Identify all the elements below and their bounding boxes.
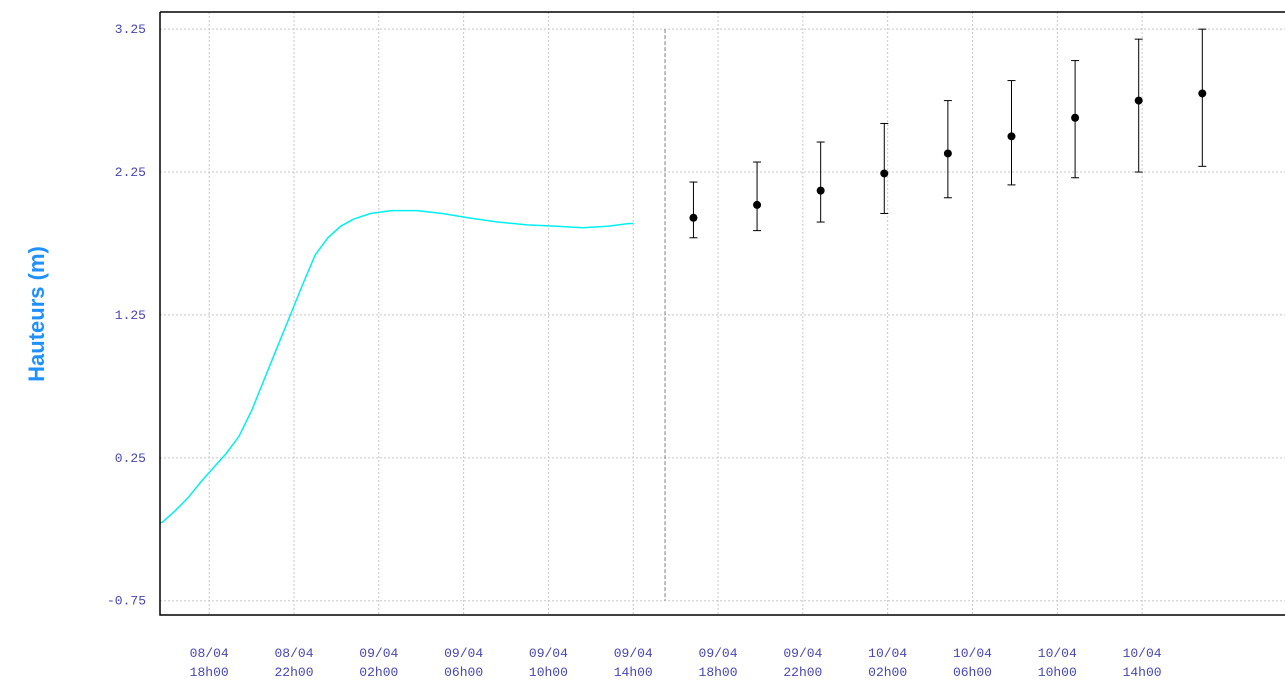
forecast-point (943, 149, 952, 158)
y-axis-label: Hauteurs (m) (24, 246, 49, 382)
x-tick-label-date: 09/04 (529, 646, 568, 661)
x-tick-label-time: 22h00 (783, 665, 822, 680)
x-tick-label-time: 06h00 (953, 665, 992, 680)
x-tick-label-time: 14h00 (1123, 665, 1162, 680)
x-tick-label-date: 09/04 (614, 646, 653, 661)
x-tick-label-time: 22h00 (274, 665, 313, 680)
x-tick-label-date: 09/04 (699, 646, 738, 661)
x-tick-labels: 08/04 18h00 08/04 22h00 09/04 02h00 09/04 06h00… (190, 646, 1162, 680)
x-tick-label-time: 14h00 (614, 665, 653, 680)
forecast-point (880, 169, 889, 178)
y-tick-label: 3.25 (115, 22, 146, 37)
forecast-point (689, 213, 698, 222)
forecast-point (1134, 96, 1143, 105)
x-tick-label-time: 02h00 (868, 665, 907, 680)
forecast-point (753, 200, 762, 209)
forecast-point (1198, 89, 1207, 98)
x-tick-label-date: 10/04 (953, 646, 992, 661)
x-tick-label-time: 02h00 (359, 665, 398, 680)
x-tick-label-date: 10/04 (868, 646, 907, 661)
y-tick-label: 1.25 (115, 308, 146, 323)
x-tick-label-time: 06h00 (444, 665, 483, 680)
x-tick-label-date: 09/04 (783, 646, 822, 661)
x-tick-label-date: 09/04 (444, 646, 483, 661)
x-tick-label-time: 10h00 (1038, 665, 1077, 680)
grid-lines (160, 12, 1285, 615)
y-tick-labels: -0.75 0.25 1.25 2.25 3.25 (107, 22, 146, 609)
x-tick-label-date: 08/04 (274, 646, 313, 661)
forecast-point (1071, 113, 1080, 122)
x-tick-label-time: 10h00 (529, 665, 568, 680)
x-tick-label-date: 10/04 (1038, 646, 1077, 661)
series-layer (160, 28, 1207, 524)
x-tick-label-time: 18h00 (699, 665, 738, 680)
y-tick-label: -0.75 (107, 594, 146, 609)
y-tick-label: 2.25 (115, 165, 146, 180)
forecast-point (1007, 132, 1016, 141)
x-tick-label-date: 09/04 (359, 646, 398, 661)
y-tick-label: 0.25 (115, 451, 146, 466)
x-tick-label-date: 10/04 (1123, 646, 1162, 661)
x-tick-label-date: 08/04 (190, 646, 229, 661)
plot-frame (159, 11, 1285, 616)
observed-line (160, 209, 634, 524)
x-tick-label-time: 18h00 (190, 665, 229, 680)
forecast-point (816, 186, 825, 195)
